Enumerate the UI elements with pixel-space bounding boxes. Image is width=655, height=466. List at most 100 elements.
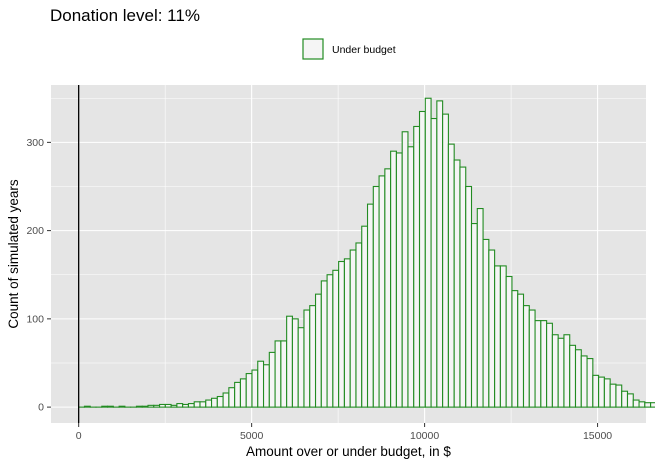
legend-label-under-budget: Under budget	[332, 44, 396, 56]
histogram-bar	[632, 399, 640, 408]
histogram-bar	[499, 265, 507, 408]
histogram-bar	[407, 146, 415, 408]
histogram-bar	[286, 315, 293, 408]
histogram-bar	[274, 340, 282, 408]
histogram-bar	[569, 344, 577, 408]
histogram-bar	[592, 374, 600, 408]
histogram-bar	[234, 381, 241, 408]
histogram-bar	[257, 360, 265, 408]
histogram-bar	[135, 405, 143, 408]
histogram-bar	[343, 258, 351, 408]
x-tick-label: 0	[76, 430, 82, 442]
histogram-bar	[141, 405, 149, 408]
histogram-bar	[505, 275, 513, 408]
histogram-bar	[615, 384, 623, 408]
histogram-bars	[78, 97, 655, 408]
histogram-bar	[239, 378, 247, 408]
y-tick-label: 300	[26, 137, 44, 149]
histogram-bar	[482, 238, 490, 408]
histogram-bar	[424, 97, 432, 408]
y-axis: 0 100 200 300	[26, 137, 51, 414]
histogram-bar	[251, 369, 259, 408]
legend-key-under-budget	[302, 38, 324, 60]
histogram-bar	[176, 403, 184, 408]
histogram-bar	[390, 150, 397, 408]
x-axis: 0 5000 10000 15000	[76, 423, 612, 442]
x-axis-title: Amount over or under budget, in $	[246, 444, 451, 459]
histogram-bar	[384, 168, 392, 408]
histogram-bar	[540, 320, 548, 408]
histogram-bar	[355, 242, 363, 408]
histogram-bar	[193, 401, 201, 408]
histogram-bar	[511, 290, 519, 408]
histogram-bar	[291, 318, 299, 408]
histogram-bar	[430, 117, 438, 408]
histogram-bar	[621, 390, 629, 408]
histogram-bar	[401, 131, 409, 408]
y-tick-label: 200	[26, 225, 44, 237]
histogram-bar	[413, 125, 421, 408]
histogram-bar	[395, 152, 403, 408]
histogram-bar	[216, 395, 224, 408]
x-tick-label: 10000	[410, 430, 439, 442]
histogram-bar	[205, 399, 213, 408]
histogram-bar	[297, 327, 305, 408]
histogram-bar	[626, 393, 634, 408]
histogram-bar	[528, 309, 536, 408]
histogram-bar	[245, 373, 253, 408]
histogram-bar	[222, 392, 230, 408]
histogram-bar	[101, 405, 109, 408]
y-tick-label: 100	[26, 313, 44, 325]
histogram-bar	[517, 293, 525, 408]
histogram-bar	[522, 305, 530, 408]
histogram-bar	[563, 334, 571, 408]
histogram-bar	[210, 397, 218, 408]
histogram-bar	[650, 402, 655, 408]
histogram-bar	[580, 355, 588, 408]
x-tick-label: 15000	[583, 430, 612, 442]
histogram-bar	[159, 403, 166, 408]
histogram-bar	[199, 401, 207, 408]
histogram-bar	[442, 113, 449, 408]
histogram-bar	[470, 223, 478, 408]
histogram-bar	[147, 404, 155, 408]
histogram-bar	[603, 378, 611, 408]
histogram-bar	[574, 349, 582, 408]
histogram-bar	[326, 274, 334, 408]
histogram-bar	[361, 225, 369, 408]
histogram-bar	[551, 334, 559, 408]
histogram-bar	[418, 110, 426, 408]
histogram-bar	[228, 387, 236, 408]
histogram-bar	[372, 185, 380, 408]
histogram-bar	[609, 383, 617, 408]
histogram-bar	[546, 322, 553, 408]
chart-title: Donation level: 11%	[50, 6, 200, 25]
histogram-bar	[644, 402, 652, 408]
histogram-bar	[262, 364, 270, 408]
histogram-bar	[314, 293, 322, 408]
histogram-bar	[453, 159, 461, 408]
histogram-bar	[598, 376, 605, 408]
histogram-bar	[465, 185, 473, 408]
histogram-bar	[118, 405, 126, 408]
histogram-bar	[268, 351, 276, 408]
y-tick-label: 0	[38, 402, 44, 414]
histogram-bar	[187, 403, 195, 408]
histogram-bar	[83, 405, 91, 408]
histogram-bar	[488, 249, 496, 408]
histogram-bar	[586, 358, 594, 408]
histogram-bar	[170, 404, 178, 408]
histogram-bar	[320, 280, 328, 408]
histogram-bar	[638, 401, 646, 408]
histogram-bar	[476, 208, 484, 408]
histogram-bar	[349, 249, 357, 408]
histogram-bar	[153, 404, 161, 408]
histogram-bar	[338, 260, 345, 408]
histogram-bar	[107, 405, 114, 408]
legend: Under budget	[302, 38, 396, 60]
histogram-bar	[534, 320, 542, 408]
histogram-bar	[366, 203, 374, 408]
y-axis-title: Count of simulated years	[6, 179, 21, 329]
histogram-bar	[459, 166, 467, 408]
